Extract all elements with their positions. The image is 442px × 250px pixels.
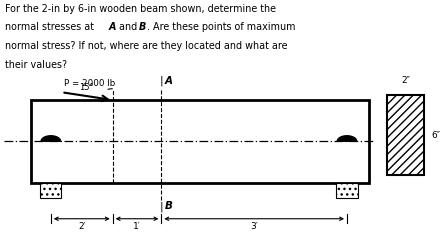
Text: P = 2000 lb: P = 2000 lb (64, 80, 115, 88)
Text: and: and (116, 22, 140, 32)
Text: 15°: 15° (80, 83, 94, 92)
Bar (387, 95, 424, 175)
Text: 3′: 3′ (250, 222, 258, 231)
Bar (40, 182, 61, 198)
Bar (387, 95, 424, 175)
Text: normal stress? If not, where are they located and what are: normal stress? If not, where are they lo… (5, 41, 288, 51)
Text: 1′: 1′ (133, 222, 141, 231)
Bar (336, 182, 358, 198)
Text: 6″: 6″ (431, 130, 440, 140)
Text: |: | (160, 201, 163, 212)
Text: For the 2-in by 6-in wooden beam shown, determine the: For the 2-in by 6-in wooden beam shown, … (5, 4, 276, 14)
Text: 2′: 2′ (78, 222, 86, 231)
Text: B: B (165, 201, 173, 211)
Text: B: B (139, 22, 147, 32)
Text: normal stresses at: normal stresses at (5, 22, 97, 32)
Bar (31, 100, 369, 182)
Text: 2″: 2″ (401, 76, 410, 85)
Polygon shape (41, 136, 61, 141)
Text: A: A (108, 22, 116, 32)
Polygon shape (337, 136, 357, 141)
Text: their values?: their values? (5, 60, 68, 70)
Text: |: | (160, 76, 163, 86)
Text: A: A (165, 76, 173, 86)
Text: . Are these points of maximum: . Are these points of maximum (147, 22, 296, 32)
